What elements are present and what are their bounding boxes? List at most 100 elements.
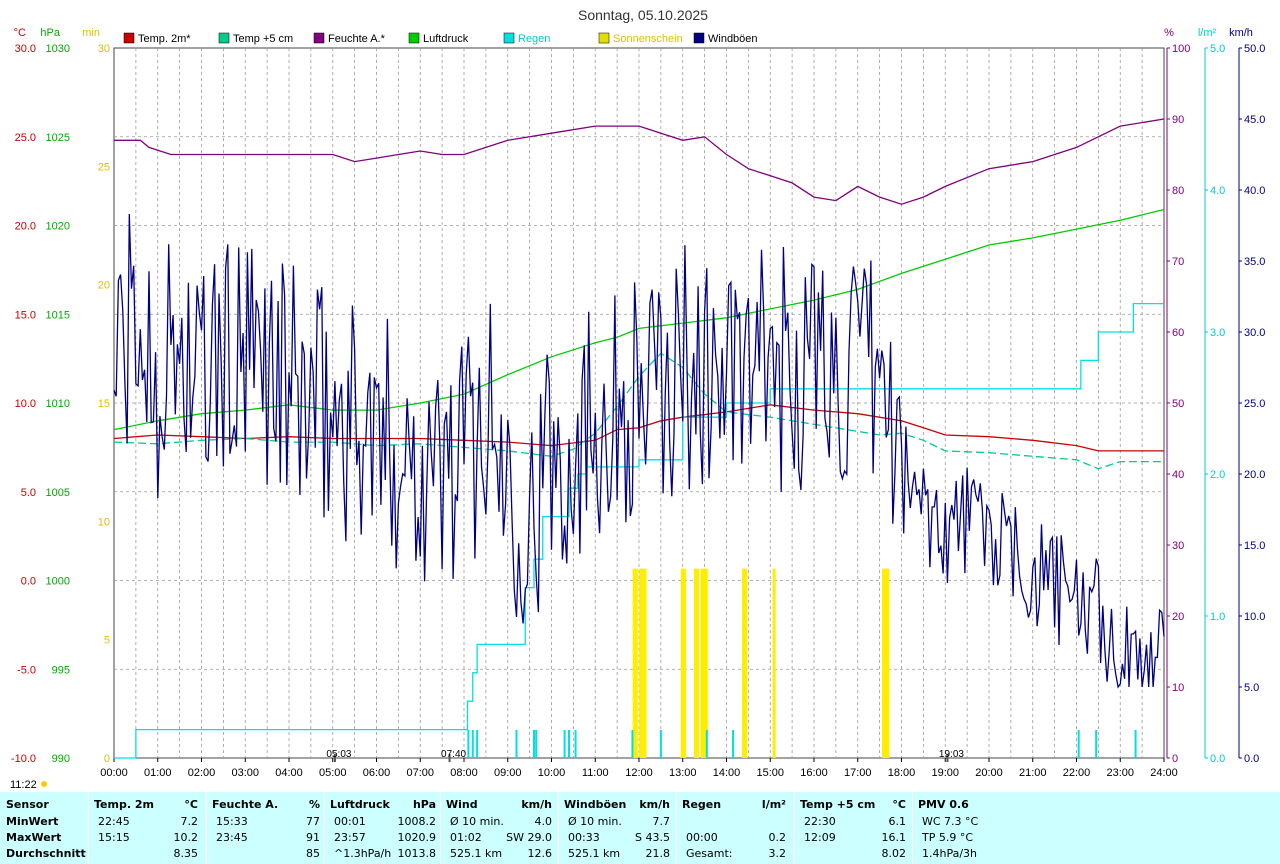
x-tick-label: 16:00 xyxy=(800,767,828,779)
tick-label-humidity: 30 xyxy=(1172,540,1184,552)
stats-cell-time: 15:15 xyxy=(98,831,130,844)
stats-cell-time: 525.1 km xyxy=(450,847,503,860)
stats-cell-time: TP 5.9 °C xyxy=(922,831,974,844)
sunshine-bar xyxy=(700,568,704,758)
sunshine-bar xyxy=(682,568,686,758)
tick-label-pressure: 1020 xyxy=(46,221,70,233)
stats-cell-value: 16.1 xyxy=(881,831,907,844)
stats-header: Feuchte A. xyxy=(212,798,279,811)
x-tick-label: 13:00 xyxy=(669,767,697,779)
legend: Temp. 2m* Temp +5 cm Feuchte A.* Luftdruck R… xyxy=(123,32,758,45)
legend-swatch xyxy=(503,32,515,44)
tick-label-sun: 5 xyxy=(104,635,110,647)
weather-chart: Sonntag, 05.10.2025 30.0 25.0 20.0 15.0 10.0… xyxy=(10,7,1265,791)
x-tick-label: 08:00 xyxy=(450,767,478,779)
stats-cell-time: Ø 10 min. xyxy=(450,815,504,828)
stats-header: Temp +5 cm xyxy=(800,798,876,811)
tick-label-temp: 10.0 xyxy=(15,398,36,410)
sunshine-bar xyxy=(886,568,890,758)
tick-label-humidity: 0 xyxy=(1172,753,1178,765)
tick-label-pressure: 1025 xyxy=(46,132,70,144)
x-tick-label: 18:00 xyxy=(888,767,916,779)
tick-label-sun: 20 xyxy=(98,280,110,292)
stats-cell-value: S 43.5 xyxy=(635,831,670,844)
tick-label-humidity: 10 xyxy=(1172,682,1184,694)
tick-label-temp: 30.0 xyxy=(15,43,36,55)
stats-cell-time: 15:33 xyxy=(216,815,248,828)
tick-label-humidity: 60 xyxy=(1172,327,1184,339)
x-tick-label: 15:00 xyxy=(756,767,784,779)
tick-label-pressure: 1030 xyxy=(46,43,70,55)
x-tick-label: 22:00 xyxy=(1063,767,1091,779)
stats-cell-time: ^1.3hPa/h xyxy=(334,847,392,860)
stats-separator xyxy=(324,792,325,864)
stats-cell-time: 00:33 xyxy=(568,831,600,844)
stats-cell-value: 6.1 xyxy=(888,815,907,828)
x-tick-label: 07:00 xyxy=(406,767,434,779)
x-tick-label: 04:00 xyxy=(275,767,303,779)
series-layer xyxy=(113,118,1165,759)
tick-label-wind: 5.0 xyxy=(1244,682,1259,694)
sunshine-bar xyxy=(643,568,647,758)
marker-label: 19:03 xyxy=(939,749,964,760)
stats-header-unit: l/m² xyxy=(761,798,786,811)
tick-label-humidity: 100 xyxy=(1172,43,1190,55)
tick-label-rain: 4.0 xyxy=(1210,185,1225,197)
x-tick-label: 09:00 xyxy=(494,767,522,779)
x-tick-label: 03:00 xyxy=(231,767,259,779)
stats-cell-value: 21.8 xyxy=(645,847,671,860)
axis-unit-humidity: % xyxy=(1164,27,1174,39)
legend-label: Regen xyxy=(518,33,550,45)
stats-header-unit: °C xyxy=(892,798,906,811)
sunshine-bar xyxy=(744,568,748,758)
stats-cell-time: WC 7.3 °C xyxy=(922,815,979,828)
stats-cell-time: 00:01 xyxy=(334,815,366,828)
stats-row-label: Durchschnitt xyxy=(6,847,86,860)
legend-label: Sonnenschein xyxy=(613,33,683,45)
sunshine-bar xyxy=(639,568,643,758)
tick-label-humidity: 40 xyxy=(1172,469,1184,481)
stats-cell-time: 1.4hPa/3h xyxy=(922,847,978,860)
sunshine-bar xyxy=(680,568,684,758)
x-tick-label: 21:00 xyxy=(1019,767,1047,779)
stats-header-unit: °C xyxy=(184,798,198,811)
series-line-feuchte-a- xyxy=(114,118,1165,205)
stats-cell-value: 1013.8 xyxy=(397,847,437,860)
x-tick-label: 11:00 xyxy=(582,767,609,779)
legend-swatch xyxy=(693,32,705,44)
series-line-temp-2m- xyxy=(113,404,1164,452)
tick-label-pressure: 1010 xyxy=(46,398,70,410)
x-tick-label: 06:00 xyxy=(363,767,391,779)
stats-cell-time: 22:45 xyxy=(98,815,130,828)
tick-label-wind: 50.0 xyxy=(1244,43,1265,55)
stats-header: Sensor xyxy=(6,798,49,811)
stats-cell-value: 7.2 xyxy=(180,815,199,828)
stats-cell-value: 91 xyxy=(306,831,320,844)
stats-row-label: MinWert xyxy=(6,815,59,828)
tick-label-rain: 1.0 xyxy=(1210,611,1225,623)
sunshine-bar xyxy=(884,568,888,758)
stats-separator xyxy=(912,792,913,864)
legend-swatch xyxy=(408,32,420,44)
legend-swatch xyxy=(598,32,610,44)
x-tick-label: 10:00 xyxy=(538,767,566,779)
stats-header-unit: km/h xyxy=(521,798,552,811)
stats-cell-value: 77 xyxy=(306,815,320,828)
x-tick-label: 24:00 xyxy=(1150,767,1178,779)
stats-header: Temp. 2m xyxy=(94,798,154,811)
legend-label: Luftdruck xyxy=(423,33,469,45)
tick-label-humidity: 50 xyxy=(1172,398,1184,410)
x-tick-label: 19:00 xyxy=(931,767,959,779)
legend-swatch xyxy=(313,32,325,44)
tick-label-temp: 15.0 xyxy=(15,309,36,321)
legend-label: Temp. 2m* xyxy=(138,33,191,45)
tick-label-temp: 5.0 xyxy=(21,487,36,499)
x-tick-label: 20:00 xyxy=(975,767,1003,779)
sunshine-bar xyxy=(693,568,697,758)
sunshine-bar xyxy=(632,568,636,758)
stats-cell-time: 00:00 xyxy=(686,831,718,844)
tick-label-wind: 45.0 xyxy=(1244,114,1265,126)
stats-header-unit: km/h xyxy=(639,798,670,811)
x-tick-label: 17:00 xyxy=(844,767,872,779)
stats-cell-value: 0.2 xyxy=(768,831,787,844)
